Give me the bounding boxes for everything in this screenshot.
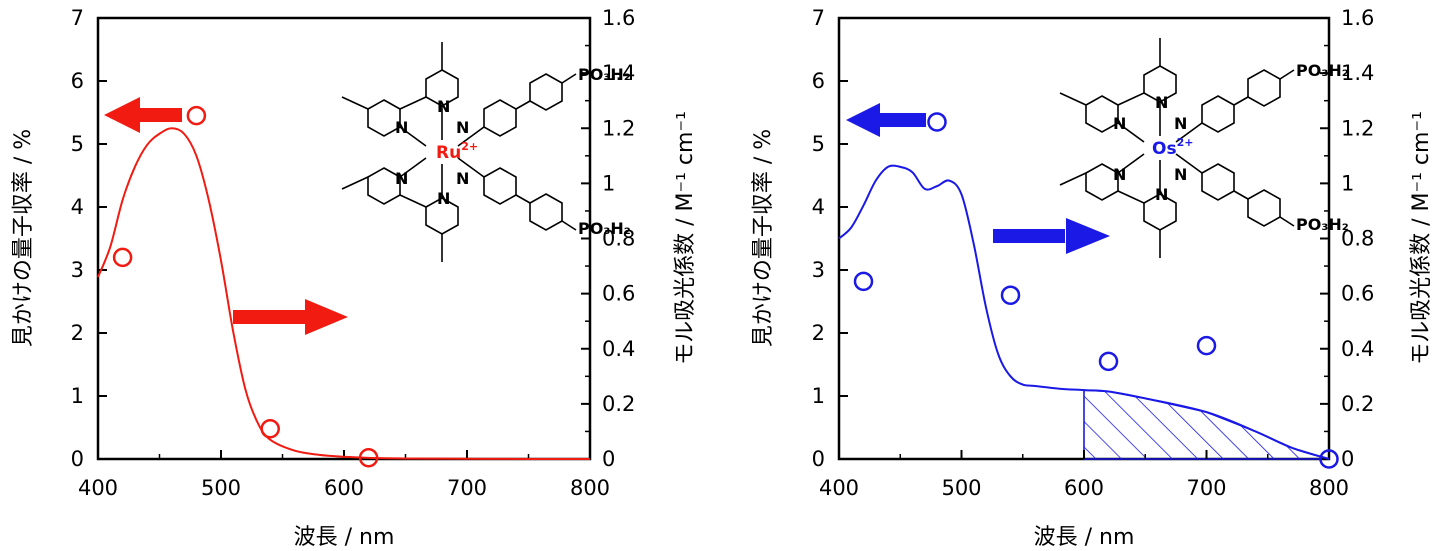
y-right-tick-label: 0 xyxy=(602,447,615,471)
y-left-tick-label: 3 xyxy=(71,258,84,282)
y-right-tick-label: 0.4 xyxy=(602,337,635,361)
ru-metal-label: Ru2+ xyxy=(436,140,478,163)
quantum-yield-point xyxy=(1098,351,1119,372)
y-right-tick-label: 0.6 xyxy=(1341,282,1374,306)
arrow-left-axis xyxy=(104,97,182,133)
y-right-tick-label: 0.8 xyxy=(602,227,635,251)
x-tick-label: 500 xyxy=(201,476,241,500)
nitrogen-labels: N N N N N N xyxy=(395,97,469,208)
y-right-tick-label: 0.6 xyxy=(602,282,635,306)
absorption-curve xyxy=(838,164,1330,460)
axis-ticks: 400 500 600 700 800 0 1 2 3 4 5 6 7 0 0.2 0.4 0.6 0.8 1 1.2… xyxy=(812,6,1375,500)
y-left-tick-label: 2 xyxy=(812,321,825,345)
quantum-yield-point xyxy=(927,112,947,132)
svg-text:N: N xyxy=(1155,185,1168,204)
y-axis-title-right: モル吸光係数 / M⁻¹ cm⁻¹ xyxy=(673,111,698,365)
svg-text:N: N xyxy=(1174,165,1187,184)
arrow-right-axis xyxy=(233,299,348,335)
y-left-tick-label: 4 xyxy=(71,195,84,219)
y-right-tick-label: 1.2 xyxy=(602,116,635,140)
quantum-yield-points xyxy=(112,105,379,468)
svg-text:N: N xyxy=(437,189,450,208)
x-tick-label: 800 xyxy=(1309,476,1349,500)
quantum-yield-points xyxy=(853,112,1339,469)
y-left-tick-label: 6 xyxy=(812,69,825,93)
svg-text:N: N xyxy=(1174,114,1187,133)
phosphonate-label-top: PO₃H₂ xyxy=(578,65,631,84)
y-left-tick-label: 2 xyxy=(71,321,84,345)
x-tick-label: 700 xyxy=(447,476,487,500)
y-right-tick-label: 0.8 xyxy=(1341,227,1374,251)
y-right-tick-label: 1.2 xyxy=(1341,116,1374,140)
y-right-tick-label: 1.6 xyxy=(602,6,635,30)
y-right-tick-label: 0 xyxy=(1341,447,1354,471)
y-left-tick-label: 0 xyxy=(71,447,84,471)
svg-text:N: N xyxy=(1113,165,1126,184)
chart-right: 400 500 600 700 800 0 1 2 3 4 5 6 7 0 0.2 0.4 0.6 0.8 1 1.2… xyxy=(751,6,1434,550)
quantum-yield-point xyxy=(853,271,874,292)
svg-text:N: N xyxy=(456,169,469,188)
os-metal-label: Os2+ xyxy=(1152,136,1193,159)
phosphonate-label-bottom: PO₃H₂ xyxy=(578,219,631,238)
y-right-tick-label: 1.6 xyxy=(1341,6,1374,30)
y-left-tick-label: 7 xyxy=(812,6,825,30)
axis-ticks: 400 500 600 700 800 0 1 2 3 4 5 6 7 0 0.2 0.4 0.6 0.8 1 1.2… xyxy=(71,6,636,500)
y-left-tick-label: 4 xyxy=(812,195,825,219)
y-left-tick-label: 3 xyxy=(812,258,825,282)
x-tick-label: 500 xyxy=(941,476,981,500)
y-right-tick-label: 1.4 xyxy=(602,61,635,85)
x-tick-label: 700 xyxy=(1186,476,1226,500)
x-tick-label: 600 xyxy=(1064,476,1104,500)
x-tick-label: 400 xyxy=(78,476,118,500)
quantum-yield-point xyxy=(112,247,133,268)
x-tick-label: 600 xyxy=(324,476,364,500)
x-tick-label: 800 xyxy=(570,476,610,500)
y-right-tick-label: 1.4 xyxy=(1341,61,1374,85)
x-axis-title: 波長 / nm xyxy=(1034,525,1135,550)
phosphonate-label-bottom: PO₃H₂ xyxy=(1296,215,1349,234)
os-complex-structure: Os2+ PO₃H₂ PO₃H₂ N N N N N N xyxy=(1059,38,1349,258)
y-right-tick-label: 0.4 xyxy=(1341,337,1374,361)
x-axis-title: 波長 / nm xyxy=(294,525,395,550)
ru-complex-structure: Ru2+ PO₃H₂ PO₃H₂ N N N N N N xyxy=(341,42,631,262)
y-left-tick-label: 0 xyxy=(812,447,825,471)
svg-text:N: N xyxy=(1155,93,1168,112)
y-right-tick-label: 0.2 xyxy=(602,392,635,416)
y-left-tick-label: 1 xyxy=(71,384,84,408)
y-left-tick-label: 5 xyxy=(71,132,84,156)
quantum-yield-point xyxy=(1196,335,1217,356)
phosphonate-label-top: PO₃H₂ xyxy=(1296,61,1349,80)
y-right-tick-label: 0.2 xyxy=(1341,392,1374,416)
y-left-tick-label: 6 xyxy=(71,69,84,93)
svg-text:N: N xyxy=(1113,114,1126,133)
y-left-tick-label: 5 xyxy=(812,132,825,156)
y-axis-title-right: モル吸光係数 / M⁻¹ cm⁻¹ xyxy=(1409,111,1434,365)
svg-text:N: N xyxy=(395,169,408,188)
y-left-tick-label: 1 xyxy=(812,384,825,408)
nitrogen-labels: N N N N N N xyxy=(1113,93,1187,204)
svg-text:N: N xyxy=(437,97,450,116)
y-right-tick-label: 1 xyxy=(1341,171,1354,195)
svg-text:N: N xyxy=(395,118,408,137)
x-tick-label: 400 xyxy=(819,476,859,500)
quantum-yield-point xyxy=(186,105,207,126)
arrow-left-axis xyxy=(846,103,926,137)
svg-text:N: N xyxy=(456,118,469,137)
quantum-yield-point xyxy=(358,447,379,468)
y-axis-title-left: 見かけの量子収率 / % xyxy=(11,129,36,347)
quantum-yield-point xyxy=(260,419,280,439)
plot-frame xyxy=(96,16,592,461)
y-right-tick-label: 1 xyxy=(602,171,615,195)
arrow-right-axis xyxy=(993,218,1110,254)
y-left-tick-label: 7 xyxy=(71,6,84,30)
quantum-yield-point xyxy=(1319,449,1339,469)
chart-left: 400 500 600 700 800 0 1 2 3 4 5 6 7 0 0.2 0.4 0.6 0.8 1 1.2… xyxy=(11,6,698,550)
y-axis-title-left: 見かけの量子収率 / % xyxy=(751,129,776,347)
quantum-yield-point xyxy=(1000,285,1021,305)
